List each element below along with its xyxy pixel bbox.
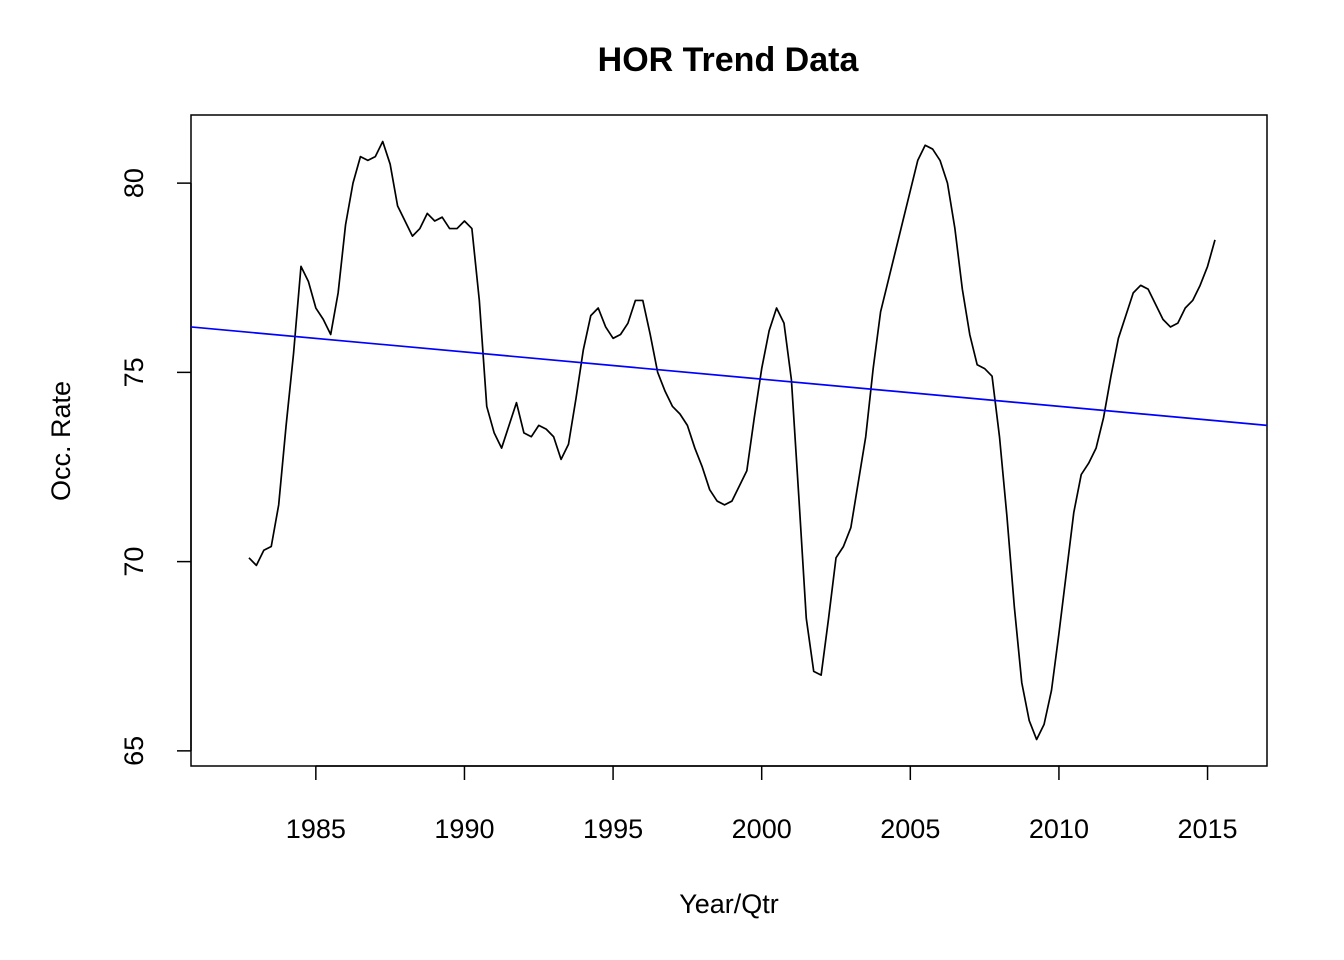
trend-line: [191, 326, 1267, 427]
series-layer: [191, 140, 1267, 741]
occupancy-rate-line: [248, 140, 1216, 741]
y-tick-label: 80: [119, 168, 149, 198]
x-tick-label: 2000: [732, 814, 792, 844]
x-axis-label: Year/Qtr: [679, 889, 779, 919]
y-tick-label: 70: [119, 547, 149, 577]
y-tick-label: 75: [119, 357, 149, 387]
x-tick-label: 1985: [286, 814, 346, 844]
y-axis: 65 70 75 80: [119, 168, 192, 766]
x-tick-label: 2015: [1178, 814, 1238, 844]
x-tick-label: 1995: [583, 814, 643, 844]
plot-frame: [190, 114, 1268, 767]
y-tick-label: 65: [119, 736, 149, 766]
x-axis: 1985 1990 1995 2000 2005 2010 2015: [286, 765, 1238, 844]
x-tick-label: 2005: [880, 814, 940, 844]
y-axis-label: Occ. Rate: [46, 381, 76, 501]
x-tick-label: 1990: [434, 814, 494, 844]
x-tick-label: 2010: [1029, 814, 1089, 844]
chart-title: HOR Trend Data: [598, 41, 860, 79]
